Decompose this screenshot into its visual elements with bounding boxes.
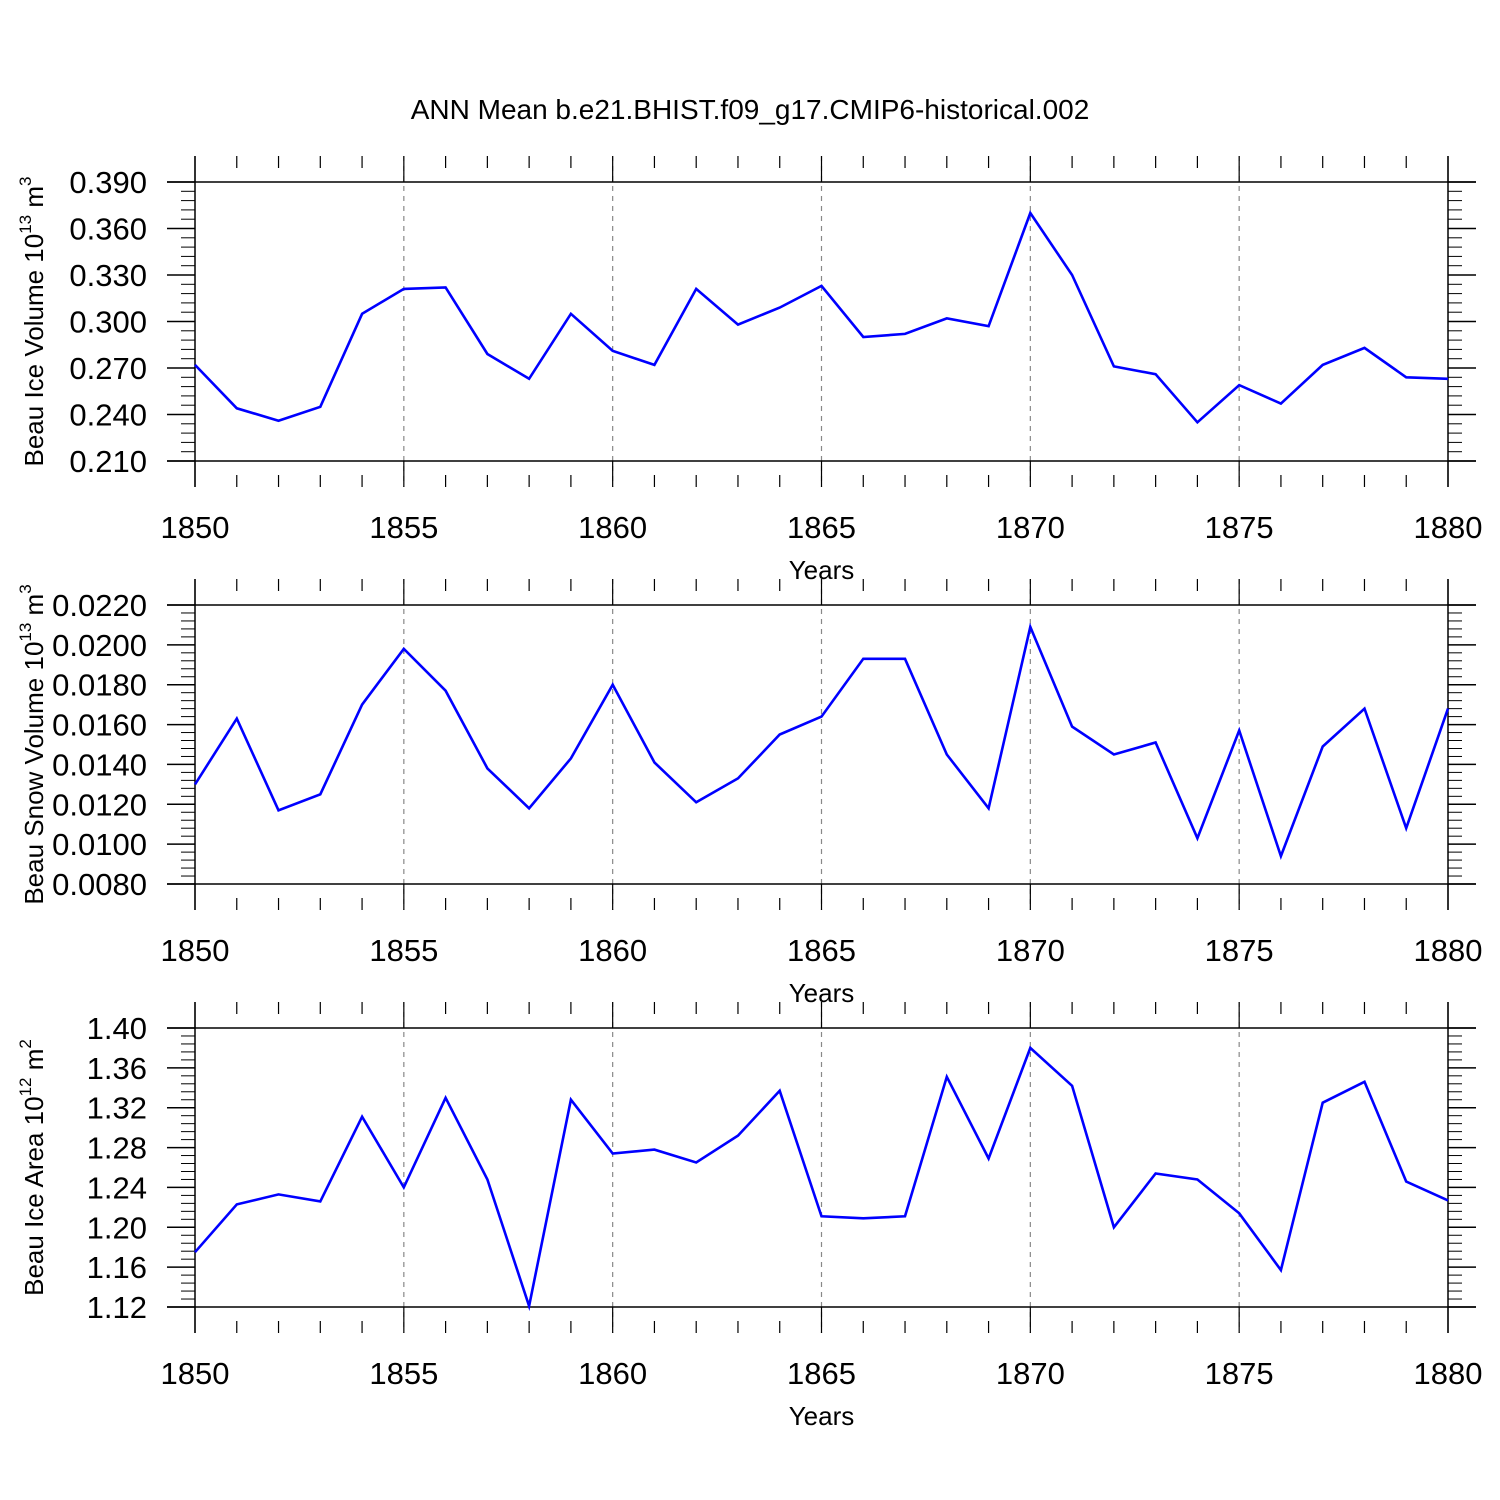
x-tick-label: 1880 <box>1414 933 1483 968</box>
y-tick-label: 0.0180 <box>52 668 147 703</box>
y-axis-label-text: Beau Snow Volume 10 <box>19 642 49 905</box>
y-tick-label: 0.0140 <box>52 747 147 782</box>
y-tick-label: 1.16 <box>87 1250 147 1285</box>
y-tick-label: 0.360 <box>69 212 147 247</box>
panel-3: 1.12 1.16 1.20 1.24 1.28 1.32 1.36 1.40 1850 1855… <box>16 1002 1482 1431</box>
y-axis-label-unit-exponent: 2 <box>16 1039 35 1048</box>
y-tick-label: 1.36 <box>87 1051 147 1086</box>
x-tick-label: 1865 <box>787 1356 856 1391</box>
y-tick-label: 0.0200 <box>52 628 147 663</box>
x-tick-label: 1850 <box>161 510 230 545</box>
series-line <box>194 1045 1449 1312</box>
panel-1: 0.210 0.240 0.270 0.300 0.330 0.360 0.390 1850 1… <box>16 156 1482 585</box>
x-tick-label: 1875 <box>1205 933 1274 968</box>
x-tick-label: 1870 <box>996 1356 1065 1391</box>
y-tick-label: 1.28 <box>87 1131 147 1166</box>
y-axis-label-text: Beau Ice Volume 10 <box>19 234 49 467</box>
y-tick-label: 0.0100 <box>52 827 147 862</box>
y-tick-label: 0.300 <box>69 305 147 340</box>
y-axis-label-text: Beau Ice Area 10 <box>19 1096 49 1295</box>
y-axis-label-unit-exponent: 3 <box>16 177 35 186</box>
x-tick-label: 1880 <box>1414 510 1483 545</box>
x-tick-label: 1860 <box>578 1356 647 1391</box>
y-tick-label: 0.0160 <box>52 708 147 743</box>
y-tick-label: 1.24 <box>87 1170 147 1205</box>
x-tick-label: 1850 <box>161 1356 230 1391</box>
y-axis-label: Beau Snow Volume 1013 m3 <box>16 584 49 904</box>
y-axis-label-exponent: 13 <box>16 623 35 642</box>
y-tick-label: 1.40 <box>87 1011 147 1046</box>
y-tick-label: 0.270 <box>69 351 147 386</box>
x-tick-label: 1880 <box>1414 1356 1483 1391</box>
x-tick-label: 1865 <box>787 933 856 968</box>
x-tick-label: 1850 <box>161 933 230 968</box>
y-axis-label-unit-exponent: 3 <box>16 584 35 593</box>
y-axis-label-unit: m <box>19 186 49 215</box>
x-axis-label: Years <box>789 1401 855 1431</box>
x-tick-label: 1860 <box>578 933 647 968</box>
x-tick-label: 1860 <box>578 510 647 545</box>
y-tick-label: 0.330 <box>69 258 147 293</box>
y-tick-label: 1.32 <box>87 1091 147 1126</box>
x-tick-label: 1875 <box>1205 510 1274 545</box>
y-axis-label-unit: m <box>19 1049 49 1078</box>
x-tick-label: 1855 <box>369 1356 438 1391</box>
panel-2: 0.0080 0.0100 0.0120 0.0140 0.0160 0.0180 0.02… <box>16 579 1482 1008</box>
y-tick-label: 0.0080 <box>52 867 147 902</box>
figure-title: ANN Mean b.e21.BHIST.f09_g17.CMIP6-histo… <box>411 94 1090 125</box>
x-tick-label: 1870 <box>996 933 1065 968</box>
y-axis-label-exponent: 12 <box>16 1077 35 1096</box>
y-tick-label: 1.20 <box>87 1210 147 1245</box>
x-tick-label: 1855 <box>369 933 438 968</box>
y-tick-label: 0.0120 <box>52 787 147 822</box>
series-line <box>193 622 1450 860</box>
x-tick-label: 1855 <box>369 510 438 545</box>
y-tick-label: 0.210 <box>69 444 147 479</box>
x-tick-label: 1865 <box>787 510 856 545</box>
y-axis-label-exponent: 13 <box>16 215 35 234</box>
y-axis-label-unit: m <box>19 594 49 623</box>
x-tick-label: 1870 <box>996 510 1065 545</box>
y-axis-label: Beau Ice Area 1012 m2 <box>16 1039 49 1296</box>
series-line <box>194 210 1449 425</box>
y-tick-label: 0.0220 <box>52 588 147 623</box>
y-tick-label: 1.12 <box>87 1290 147 1325</box>
y-tick-label: 0.390 <box>69 165 147 200</box>
y-axis-label: Beau Ice Volume 1013 m3 <box>16 177 49 467</box>
y-tick-label: 0.240 <box>69 398 147 433</box>
x-tick-label: 1875 <box>1205 1356 1274 1391</box>
